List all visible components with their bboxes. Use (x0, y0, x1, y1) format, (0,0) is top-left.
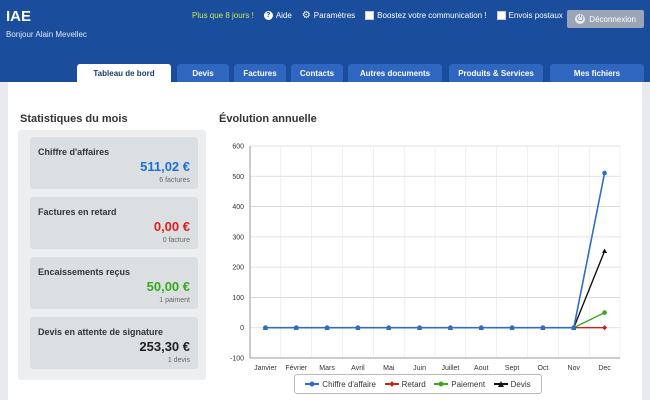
legend-label: Paiement (451, 379, 486, 389)
trial-promo-link[interactable]: Plus que 8 jours ! (192, 11, 254, 20)
postal-label: Envois postaux (508, 11, 563, 20)
data-point (448, 325, 453, 331)
tab-tableau-de-bord[interactable]: Tableau de bord (77, 64, 171, 82)
tab-factures[interactable]: Factures (234, 64, 286, 82)
data-point (571, 325, 577, 331)
tab-autres-documents[interactable]: Autres documents (348, 64, 442, 82)
chart-title: Évolution annuelle (219, 113, 317, 125)
data-point (509, 325, 515, 331)
x-tick-label: Juin (413, 365, 426, 372)
legend-item-chiffre[interactable]: Chiffre d'affaire (305, 380, 376, 389)
data-point (478, 325, 484, 331)
legend-item-devis[interactable]: Devis (493, 379, 531, 389)
stat-value: 511,02 € (140, 159, 190, 174)
stat-subtext: 1 paiment (159, 297, 190, 304)
legend-label: Chiffre d'affaire (322, 379, 377, 389)
x-tick-label: Mai (383, 365, 395, 372)
logout-button[interactable]: ⏻ Déconnexion (567, 10, 644, 28)
legend-marker-icon (434, 381, 449, 387)
stat-value: 50,00 € (146, 279, 190, 294)
app-logo[interactable]: IAE (6, 8, 32, 25)
tab-produits-services[interactable]: Produits & Services (449, 64, 543, 82)
data-point (324, 325, 330, 331)
main-tabs: Tableau de bord Devis Factures Contacts … (0, 64, 650, 82)
x-tick-label: Dec (598, 365, 611, 372)
annual-chart: -100 0 100 200 300 400 500 600 Janvier Février Mar… (230, 144, 621, 372)
data-point (540, 325, 546, 331)
y-tick-label: 200 (232, 265, 244, 272)
data-point (263, 325, 268, 331)
x-tick-label: Mars (319, 365, 335, 372)
stat-value: 0,00 € (153, 219, 190, 234)
legend-label: Devis (510, 379, 531, 389)
settings-link[interactable]: ⚙ Paramètres (302, 10, 355, 21)
y-tick-label: 400 (232, 204, 244, 211)
data-point (602, 170, 607, 176)
series-chiffre-d-affaireline (265, 172, 606, 329)
data-point (386, 325, 392, 331)
x-tick-label: Janvier (254, 365, 277, 372)
x-tick-label: Oct (537, 365, 548, 372)
user-greeting: Bonjour Alain Mevellec (6, 30, 87, 39)
x-tick-label: Nov (568, 365, 581, 372)
data-point (602, 325, 608, 331)
stat-card-late-invoices: Factures en retard 0,00 € 0 facture (30, 197, 198, 249)
help-label: Aide (275, 11, 292, 20)
x-tick-label: Février (285, 365, 307, 372)
stat-label: Encaissements reçus (38, 267, 131, 277)
postal-mail-link[interactable]: Envois postaux (496, 11, 563, 20)
y-tick-label: 600 (232, 144, 244, 151)
y-tick-label: 0 (240, 325, 244, 332)
tab-devis[interactable]: Devis (177, 64, 229, 82)
x-tick-label: Sept (505, 365, 519, 372)
data-point (602, 310, 607, 315)
checkbox-icon (496, 11, 506, 20)
stat-subtext: 0 facture (162, 237, 190, 244)
data-point (355, 325, 361, 331)
legend-item-paiement[interactable]: Paiement (434, 380, 485, 389)
stat-card-revenue: Chiffre d'affaires 511,02 € 6 factures (30, 137, 198, 189)
y-tick-label: 100 (232, 295, 244, 302)
stat-value: 253,30 € (139, 339, 190, 354)
settings-label: Paramètres (313, 11, 356, 20)
tab-contacts[interactable]: Contacts (291, 64, 343, 82)
stat-card-pending-quotes: Devis en attente de signature 253,30 € 1… (30, 317, 198, 369)
data-point (417, 325, 422, 331)
stat-label: Chiffre d'affaires (38, 147, 110, 157)
help-icon: ? (263, 11, 273, 20)
stat-label: Devis en attente de signature (38, 327, 164, 337)
legend-marker-icon (305, 381, 320, 387)
legend-label: Retard (401, 379, 426, 389)
x-tick-label: Avril (351, 365, 365, 372)
y-tick-label: -100 (230, 356, 244, 363)
help-link[interactable]: ? Aide (263, 11, 292, 20)
data-point (602, 248, 608, 254)
x-tick-label: Aout (474, 365, 488, 372)
data-point (293, 325, 299, 331)
y-tick-label: 300 (232, 234, 244, 241)
stat-label: Factures en retard (38, 207, 117, 217)
y-tick-label: 500 (232, 174, 244, 181)
chart-legend: Chiffre d'affaire Retard Paiement Devis (294, 374, 542, 394)
boost-label: Boostez votre communication ! (377, 11, 487, 20)
tab-mes-fichiers[interactable]: Mes fichiers (550, 64, 644, 82)
stat-card-payments: Encaissements reçus 50,00 € 1 paiment (30, 257, 198, 309)
top-links: Plus que 8 jours ! ? Aide ⚙ Paramètres B… (192, 10, 573, 21)
stat-subtext: 6 factures (159, 177, 190, 184)
x-tick-label: Juillet (441, 365, 459, 372)
gear-icon: ⚙ (301, 10, 311, 21)
legend-marker-icon (493, 381, 508, 387)
legend-marker-icon (384, 381, 399, 387)
checkbox-icon (365, 11, 375, 20)
legend-item-retard[interactable]: Retard (384, 379, 426, 389)
power-icon: ⏻ (575, 14, 586, 24)
stats-title: Statistiques du mois (20, 113, 128, 125)
stat-subtext: 1 devis (167, 357, 190, 364)
boost-communication-link[interactable]: Boostez votre communication ! (365, 11, 487, 20)
logout-label: Déconnexion (589, 14, 636, 24)
